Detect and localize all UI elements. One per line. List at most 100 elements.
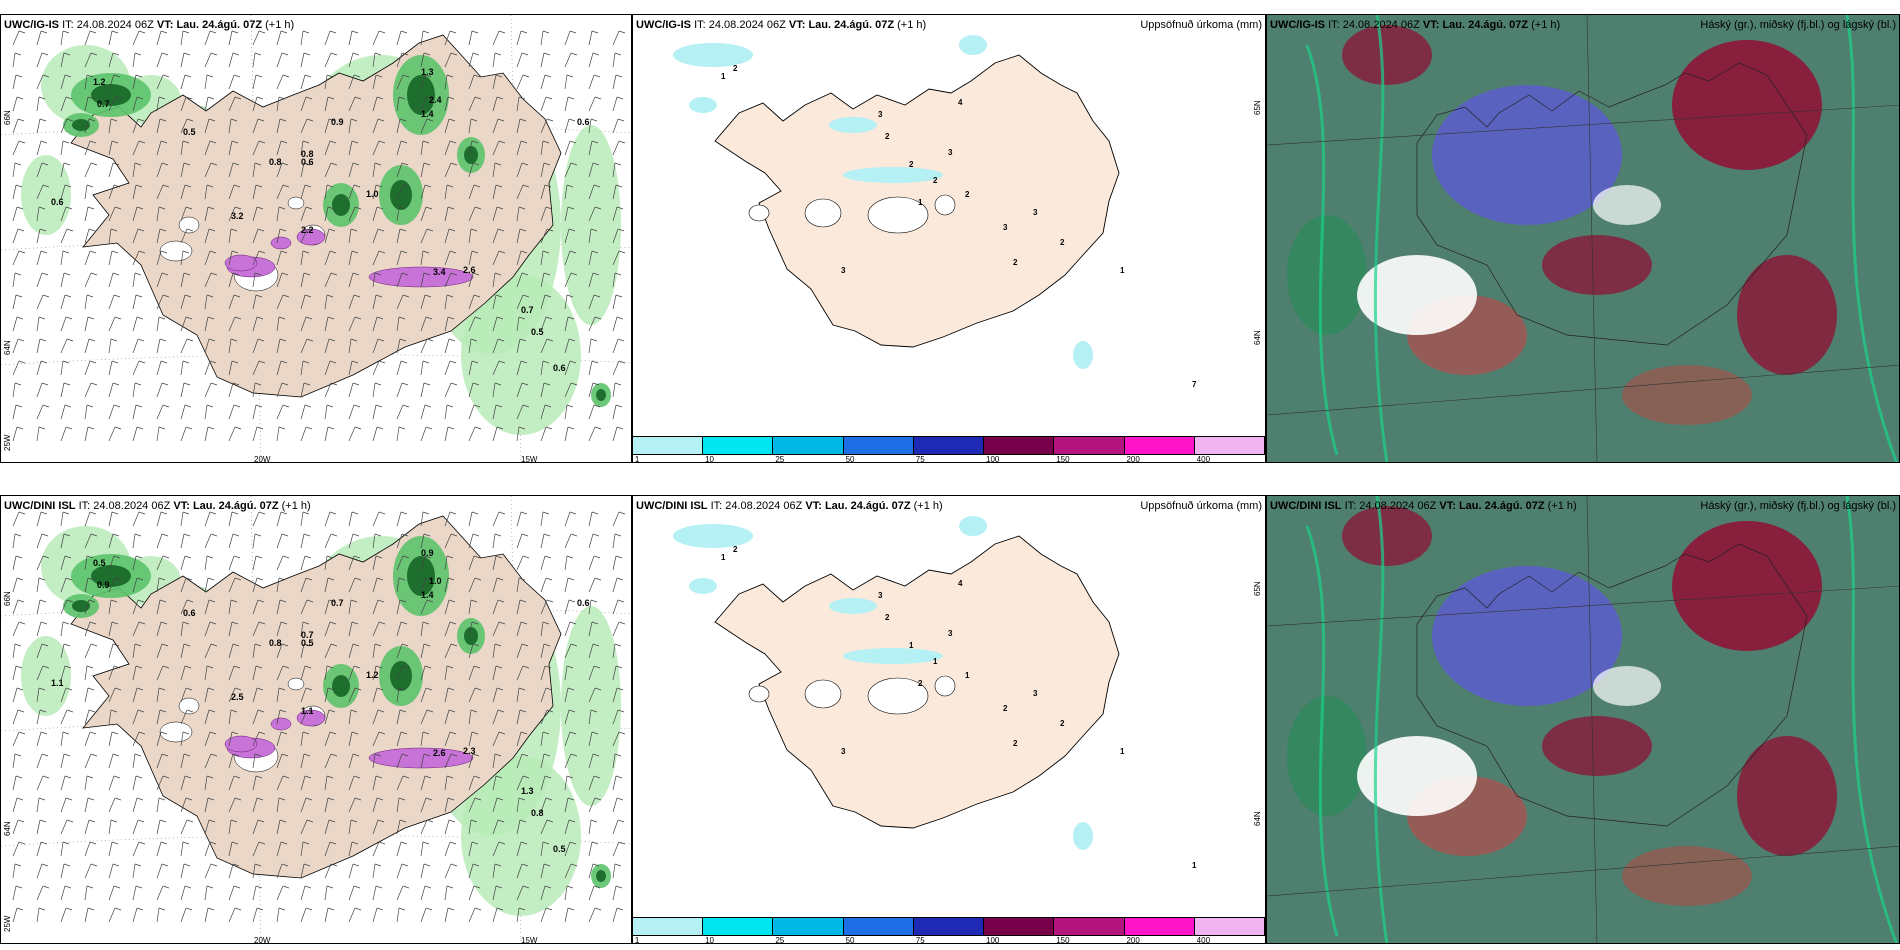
legend-tick: 50 (845, 936, 855, 944)
precip-value: 2 (1013, 739, 1018, 748)
precip-value: 2.5 (231, 692, 244, 702)
cloud-layer (1287, 215, 1367, 335)
precip-value: 0.5 (183, 127, 196, 137)
light-precip (673, 524, 753, 548)
legend-swatch (703, 437, 774, 454)
legend-tick: 75 (915, 455, 925, 463)
precip-value: 2.2 (301, 225, 314, 235)
cloud-layer (1287, 696, 1367, 816)
precip-value: 0.7 (301, 630, 314, 640)
legend-swatch (1054, 437, 1125, 454)
glacier-precip (368, 747, 474, 769)
clear-sky (1357, 255, 1477, 335)
legend-tick: 200 (1126, 936, 1140, 944)
legend-swatch (984, 918, 1055, 935)
legend-tick: 75 (915, 936, 925, 944)
legend-swatch (773, 918, 844, 935)
precip-value: 1 (909, 641, 914, 650)
legend-swatch (843, 918, 914, 935)
legend-swatch (1194, 918, 1265, 935)
precip-value: 0.8 (531, 808, 544, 818)
legend-tick: 25 (775, 455, 785, 463)
cloud-layer (1342, 506, 1432, 566)
precip-value: 4 (958, 579, 963, 588)
precip-value: 0.6 (553, 363, 566, 373)
cloud-cover-map (1267, 496, 1899, 943)
cloud-cover-map (1267, 15, 1899, 462)
light-precip (959, 35, 987, 55)
glacier (287, 196, 305, 210)
light-precip (673, 43, 753, 67)
precip-legend: 1 10 25 50 75 100 150 200 400 (633, 436, 1265, 462)
legend-swatch (633, 918, 704, 935)
precip-title: Uppsöfnuð úrkoma (mm) (1140, 19, 1262, 31)
precip-value: 3 (948, 629, 953, 638)
cloud-layer (1622, 365, 1752, 425)
cloud-layer (1737, 736, 1837, 856)
clear-sky (1357, 736, 1477, 816)
precip-value: 2 (918, 679, 923, 688)
lat-label-66n: 66N (3, 110, 12, 125)
lon-label-20w: 20W (254, 455, 271, 463)
glacier (159, 721, 193, 743)
legend-tick: 400 (1196, 936, 1211, 944)
glacier (748, 204, 770, 222)
precip-value: 2 (1060, 238, 1065, 247)
precip-value: 0.8 (269, 157, 282, 167)
light-precip (689, 578, 717, 594)
wind-precip-map: 1.20.70.60.80.50.60.91.01.32.43.4 2.60.70… (1, 15, 631, 462)
heavy-precip (63, 55, 611, 407)
light-precip (843, 648, 943, 664)
precip-title: Uppsöfnuð úrkoma (mm) (1140, 500, 1262, 512)
legend-tick: 200 (1126, 455, 1140, 463)
glacier-precip (296, 228, 326, 246)
glacier (867, 196, 929, 234)
glacier (867, 677, 929, 715)
lat-label-66n: 66N (3, 591, 12, 606)
precip-value: 2 (885, 132, 890, 141)
legend-tick: 150 (1056, 455, 1070, 463)
legend-tick: 1 (634, 455, 640, 463)
iceland-outline (1416, 62, 1808, 346)
panel-title: UWC/DINI ISL IT: 24.08.2024 06Z VT: Lau.… (4, 500, 311, 512)
iceland-outline (1416, 543, 1808, 827)
glacier-precip (368, 266, 474, 288)
glacier-precip (270, 236, 292, 250)
glacier (159, 240, 193, 262)
precip-value: 2 (733, 545, 738, 554)
precip-value: 1 (1120, 747, 1125, 756)
clear-sky (1593, 185, 1661, 225)
cloud-layer (1737, 255, 1837, 375)
cloud-layer (1542, 235, 1652, 295)
precip-value: 3.2 (231, 211, 244, 221)
glacier-precip (224, 254, 258, 272)
precip-value: 0.9 (421, 548, 434, 558)
glacier (178, 216, 200, 234)
light-precip (829, 598, 877, 614)
precip-value: 1 (933, 657, 938, 666)
lon-label-20w: 20W (254, 936, 271, 944)
precip-value: 1.0 (366, 189, 379, 199)
lat-label-64n: 64N (3, 821, 12, 836)
precip-value: 1.0 (429, 576, 442, 586)
light-precip (1073, 822, 1093, 850)
high-cloud-contours (1305, 496, 1898, 943)
row1-precip-panel: UWC/IG-IS IT: 24.08.2024 06Z VT: Lau. 24… (632, 14, 1266, 463)
precip-value: 0.9 (97, 580, 110, 590)
graticule (1267, 496, 1899, 943)
precip-value: 2 (965, 190, 970, 199)
precip-value: 3 (948, 148, 953, 157)
panel-title: UWC/IG-IS IT: 24.08.2024 06Z VT: Lau. 24… (636, 19, 927, 31)
wind-barbs (12, 511, 626, 923)
legend-swatch (984, 437, 1055, 454)
precip-value: 0.7 (331, 598, 344, 608)
precip-value: 3 (1033, 689, 1038, 698)
precip-value: 0.6 (577, 117, 590, 127)
legend-tick: 1 (634, 936, 640, 944)
cloud-title: Háský (gr.), miðský (fj.bl.) og lágský (… (1700, 500, 1896, 512)
precip-value: 2 (909, 160, 914, 169)
legend-tick: 100 (986, 455, 1000, 463)
heavy-precip (63, 536, 611, 888)
legend-tick: 25 (775, 936, 785, 944)
legend-swatch (703, 918, 774, 935)
